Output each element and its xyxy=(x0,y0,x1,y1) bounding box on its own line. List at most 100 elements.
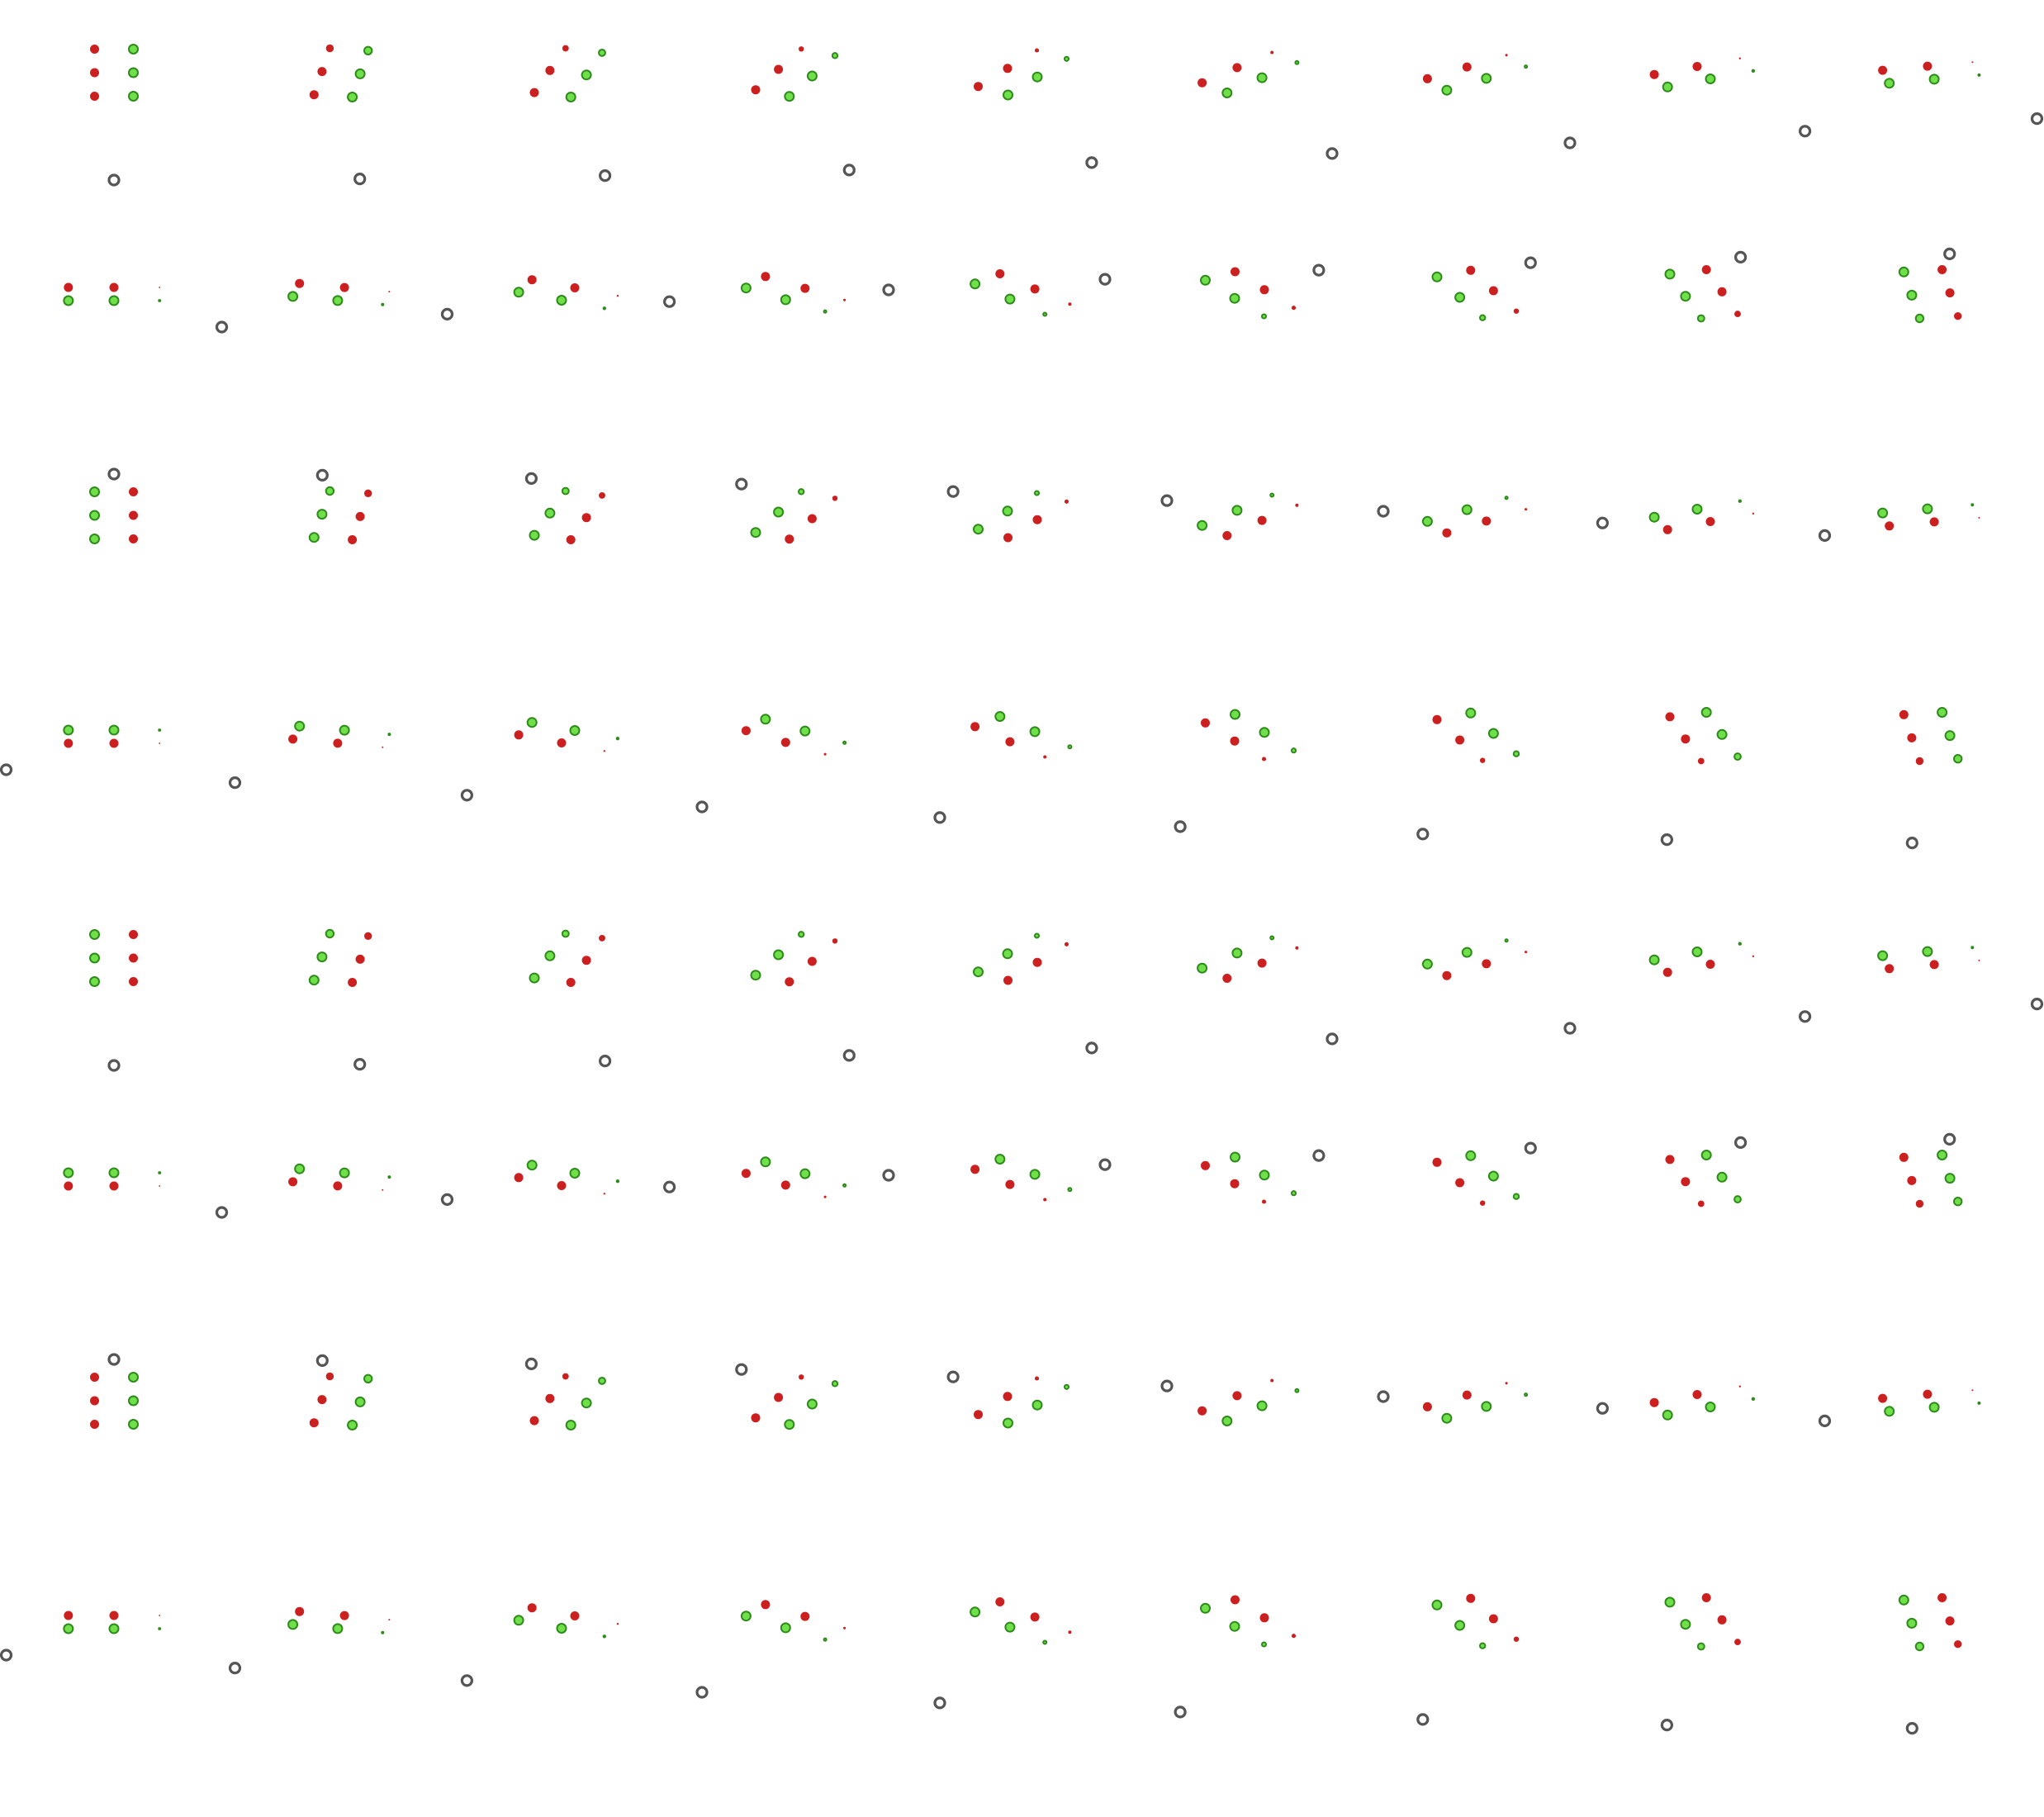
red-marker xyxy=(1230,1179,1240,1188)
red-marker xyxy=(751,85,761,95)
frame-31 xyxy=(695,714,847,814)
red-marker xyxy=(1222,531,1232,540)
frame-40 xyxy=(750,931,856,1062)
red-marker xyxy=(527,1603,537,1613)
reference-ring xyxy=(1326,1032,1339,1046)
green-marker xyxy=(158,1627,162,1630)
red-marker xyxy=(364,932,372,941)
frame-57 xyxy=(524,1357,606,1430)
red-marker xyxy=(761,1600,771,1610)
frame-61 xyxy=(1377,1382,1529,1424)
red-marker xyxy=(1259,1613,1269,1623)
reference-ring xyxy=(1818,1414,1832,1428)
red-marker xyxy=(90,1420,99,1429)
green-marker xyxy=(1197,962,1208,974)
green-marker xyxy=(842,1183,847,1188)
reference-ring xyxy=(1563,136,1577,149)
red-marker xyxy=(109,738,119,748)
red-marker xyxy=(325,1372,334,1381)
red-marker xyxy=(1899,709,1909,719)
red-marker xyxy=(90,1373,99,1382)
green-marker xyxy=(1733,1195,1742,1204)
green-marker xyxy=(740,282,752,294)
green-marker xyxy=(1970,946,1975,950)
green-marker xyxy=(128,67,139,78)
reference-ring xyxy=(315,1354,329,1368)
frame-56 xyxy=(309,1354,373,1430)
green-marker xyxy=(1914,1641,1925,1652)
reference-ring xyxy=(460,1674,474,1687)
green-marker xyxy=(529,529,540,541)
green-marker xyxy=(1067,744,1073,750)
green-marker xyxy=(773,506,785,518)
reference-ring xyxy=(215,320,229,334)
reference-ring xyxy=(933,1696,946,1710)
reference-ring xyxy=(1416,828,1430,841)
red-marker xyxy=(1701,1593,1711,1602)
red-marker xyxy=(1201,718,1210,728)
frame-9 xyxy=(1878,61,2044,126)
red-marker xyxy=(1030,1612,1040,1622)
frame-43 xyxy=(1421,938,1577,1035)
frame-65 xyxy=(228,1606,391,1675)
red-marker xyxy=(64,1611,74,1620)
green-marker xyxy=(1029,726,1041,738)
green-marker xyxy=(1524,1392,1529,1397)
green-marker xyxy=(513,1615,524,1626)
green-marker xyxy=(387,733,391,737)
green-marker xyxy=(325,486,335,496)
frame-17 xyxy=(1664,250,1748,323)
frame-62 xyxy=(1596,1385,1756,1421)
green-marker xyxy=(1003,89,1013,101)
green-marker xyxy=(1512,750,1520,757)
frame-28 xyxy=(0,724,162,776)
red-marker xyxy=(1525,508,1528,511)
green-marker xyxy=(63,1623,74,1634)
red-marker xyxy=(1291,1634,1297,1639)
frame-1 xyxy=(90,44,139,187)
frame-7 xyxy=(1422,54,1577,149)
green-marker xyxy=(784,91,795,102)
green-marker xyxy=(615,737,620,741)
green-marker xyxy=(1680,1619,1691,1630)
frame-52 xyxy=(1432,1141,1537,1206)
green-marker xyxy=(1221,1416,1233,1426)
red-marker xyxy=(1885,964,1895,974)
green-marker xyxy=(970,1606,981,1618)
red-marker xyxy=(1270,50,1274,55)
frame-45 xyxy=(1877,946,2044,1011)
green-marker xyxy=(544,507,556,519)
green-marker xyxy=(1294,59,1300,65)
reference-ring xyxy=(1174,1706,1187,1719)
red-marker xyxy=(1201,1160,1210,1170)
red-marker xyxy=(1488,286,1498,296)
reference-ring xyxy=(353,173,367,186)
frame-16 xyxy=(1431,256,1537,321)
red-marker xyxy=(1701,265,1711,274)
red-marker xyxy=(1432,1157,1442,1167)
frame-70 xyxy=(1416,1593,1520,1726)
reference-ring xyxy=(842,1049,856,1062)
red-marker xyxy=(1734,1639,1741,1646)
red-marker xyxy=(807,514,817,524)
frame-15 xyxy=(1200,263,1326,320)
frame-grid xyxy=(0,44,2044,1735)
red-marker xyxy=(599,934,605,942)
frame-67 xyxy=(695,1600,847,1699)
red-marker xyxy=(800,283,810,293)
frame-47 xyxy=(288,1163,454,1207)
red-marker xyxy=(581,513,591,523)
red-marker xyxy=(1945,288,1955,298)
red-marker xyxy=(1649,69,1659,79)
frame-20 xyxy=(308,468,372,544)
green-marker xyxy=(581,69,592,81)
red-marker xyxy=(1929,960,1939,970)
frame-68 xyxy=(933,1597,1072,1710)
green-marker xyxy=(970,278,981,290)
green-marker xyxy=(363,1373,373,1384)
reference-ring xyxy=(598,169,612,183)
green-marker xyxy=(750,527,761,538)
red-marker xyxy=(339,1611,349,1620)
green-marker xyxy=(294,720,306,732)
